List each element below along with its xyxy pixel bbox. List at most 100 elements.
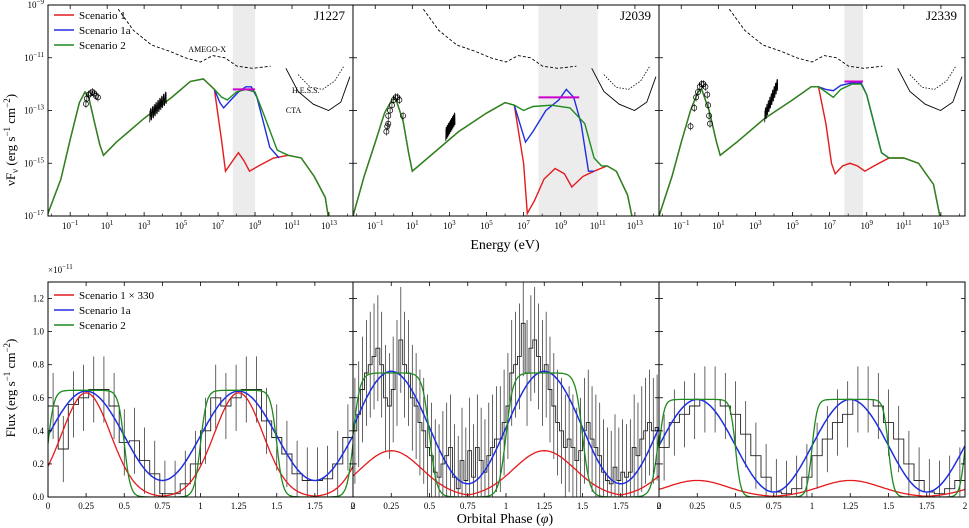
- lc-panel-frame: [352, 281, 660, 498]
- sed-data-point: [93, 93, 100, 99]
- sed-x-tick-label-exp: −1: [682, 219, 690, 227]
- lc-x-tick-label: 0: [657, 501, 662, 511]
- lc-ylabel-exp2: −2: [2, 343, 12, 353]
- sed-data-point: [702, 83, 709, 90]
- sed-x-tick-label: 105: [786, 219, 799, 231]
- lc-y-tick-label: 0.8: [33, 360, 45, 370]
- sed-band: [538, 5, 598, 216]
- sed-y-tick-label-exp: −13: [33, 104, 44, 112]
- sed-x-tick-label-base: 10: [175, 221, 185, 231]
- sed-x-tick-label-base: 10: [823, 221, 833, 231]
- sed-data-point: [396, 96, 403, 103]
- sed-series-scenario-2: [353, 97, 633, 216]
- sed-x-tick-label-exp: 13: [330, 219, 338, 227]
- lc-x-tick-label: 0.5: [424, 501, 436, 511]
- sed-x-tick-label: 10−1: [673, 219, 690, 231]
- sed-data-point: [691, 104, 698, 111]
- sed-plot-area: [48, 5, 351, 216]
- lc-y-multiplier-exp: −11: [62, 263, 73, 271]
- sed-x-tick-label-exp: 3: [147, 219, 151, 227]
- lc-x-tick-label: 0: [46, 501, 51, 511]
- sed-ylabel-unit-open: (erg s: [3, 137, 18, 169]
- amego-sensitivity-curve: [423, 8, 577, 69]
- sed-x-tick-label-base: 10: [249, 221, 259, 231]
- sed-x-tick-label: 109: [554, 219, 567, 231]
- sed-x-tick-label-exp: 3: [452, 219, 456, 227]
- sed-y-tick-label-exp: −11: [33, 51, 44, 59]
- sed-ylabel-exp2: −2: [2, 98, 12, 108]
- lc-y-tick-label: 1.2: [33, 294, 44, 304]
- sed-y-tick-label-base: 10: [24, 211, 34, 221]
- lc-xlabel-phi: φ: [541, 512, 549, 527]
- hess-sensitivity-curve: [909, 65, 957, 90]
- sed-data-point: [705, 102, 712, 109]
- lc-histogram: [353, 322, 659, 490]
- sed-ylabel-main: νF: [3, 173, 18, 186]
- sed-x-tick-label-exp: 11: [599, 219, 606, 227]
- sed-x-tick-label: 103: [138, 219, 151, 231]
- sed-series-scenario-1a: [513, 88, 595, 172]
- sed-data-point: [707, 120, 713, 127]
- sed-x-tick-label-base: 10: [786, 221, 796, 231]
- sed-x-tick-label-exp: 5: [795, 219, 799, 227]
- sed-y-tick-label-exp: −15: [33, 156, 44, 164]
- lc-x-tick-label: 1.5: [577, 501, 589, 511]
- sed-x-tick-label-base: 10: [554, 221, 564, 231]
- sed-x-tick-label-base: 10: [480, 221, 490, 231]
- sed-x-tick-label: 103: [443, 219, 456, 231]
- sed-x-tick-label-base: 10: [284, 221, 294, 231]
- sed-x-tick-label-exp: −1: [71, 219, 79, 227]
- sed-data-point: [693, 94, 700, 101]
- lc-y-multiplier-base: ×10: [48, 265, 63, 275]
- cta-sensitivity-curve: [285, 68, 351, 112]
- lc-x-tick-label: 0.75: [766, 501, 782, 511]
- sed-data-point: [388, 102, 395, 109]
- lc-x-tick-label: 2: [351, 501, 356, 511]
- amego-sensitivity-curve: [729, 8, 883, 69]
- lc-x-tick-label: 1.75: [307, 501, 323, 511]
- sed-data-point: [82, 100, 89, 107]
- sed-band: [844, 5, 863, 216]
- sed-x-tick-label: 101: [712, 219, 725, 231]
- sed-y-tick-label: 10−13: [24, 104, 44, 116]
- sed-data-point: [694, 89, 701, 95]
- amego-label: AMEGO-X: [188, 45, 226, 54]
- sed-x-tick-label: 107: [212, 219, 225, 231]
- sed-y-tick-label: 10−11: [24, 51, 44, 63]
- sed-series-scenario-1a: [213, 86, 280, 159]
- lc-xlabel-close: ): [549, 512, 554, 527]
- lc-ylabel-exp1: −1: [2, 372, 12, 382]
- lc-ylabel-unit-mid: cm: [3, 353, 18, 372]
- hess-sensitivity-curve: [603, 65, 651, 90]
- xray-spectrum: [149, 91, 167, 123]
- sed-xlabel: Energy (eV): [470, 238, 540, 253]
- lc-x-tick-label: 0.25: [78, 501, 94, 511]
- sed-x-tick-label-base: 10: [321, 221, 331, 231]
- lc-series-scenario-1: [353, 450, 659, 496]
- sed-y-tick-label: 10−9: [28, 0, 45, 10]
- lc-legend-label: Scenario 1 × 330: [79, 290, 154, 302]
- sed-x-tick-label-base: 10: [712, 221, 722, 231]
- sed-data-point: [687, 123, 694, 130]
- sed-data-point: [94, 94, 101, 101]
- sed-x-tick-label-base: 10: [62, 221, 72, 231]
- legend-label: Scenario 2: [79, 40, 126, 52]
- sed-data-point: [704, 91, 711, 98]
- panel-name-label: J2339: [926, 8, 957, 23]
- sed-plot-area: [659, 5, 963, 216]
- sed-x-tick-label: 101: [406, 219, 419, 231]
- sed-x-tick-label: 109: [249, 219, 262, 231]
- sed-x-tick-label-base: 10: [896, 221, 906, 231]
- lc-x-tick-label: 0.25: [383, 501, 399, 511]
- sed-series-scenario-2: [48, 78, 329, 216]
- lc-plot-area: [353, 282, 659, 497]
- lc-x-tick-label: 1: [504, 501, 509, 511]
- sed-data-point: [385, 112, 392, 119]
- sed-plots: 10−1 101 103 105 107 109 1011 101310−1710−1510−…: [24, 0, 966, 231]
- xray-spectrum: [764, 79, 779, 123]
- sed-series-scenario-1: [659, 86, 941, 216]
- sed-x-tick-label: 10−1: [367, 219, 384, 231]
- lc-x-tick-label: 1: [810, 501, 815, 511]
- sed-y-tick-label-base: 10: [28, 0, 38, 10]
